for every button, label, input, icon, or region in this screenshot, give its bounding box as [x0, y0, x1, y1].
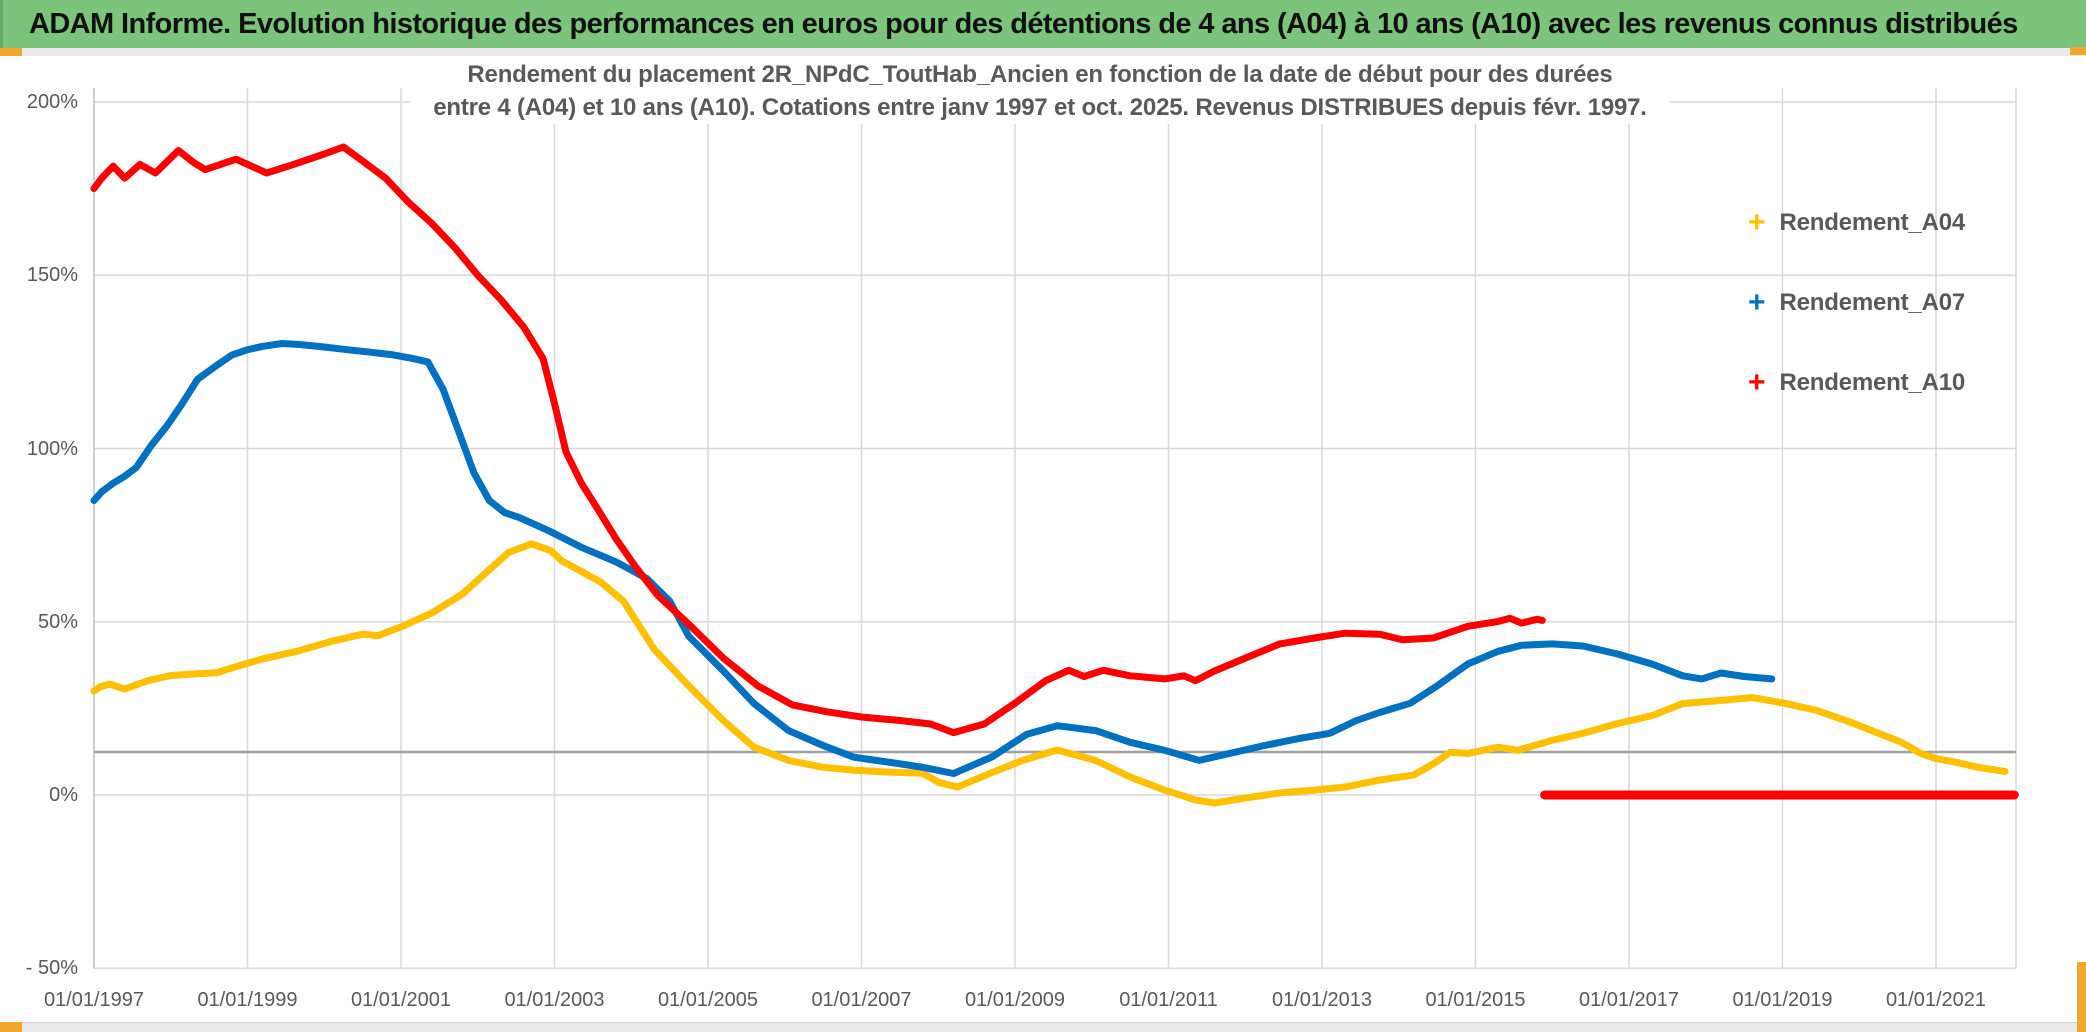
y-axis-tick-label: 0%	[49, 784, 78, 806]
legend-item-Rendement_A10[interactable]: + Rendement_A10	[1748, 366, 1965, 400]
x-axis-tick-label: 01/01/2015	[1425, 989, 1526, 1011]
legend-marker-icon: +	[1748, 206, 1766, 239]
accent-square-top-left	[0, 48, 22, 56]
top-strip	[0, 48, 2086, 56]
x-axis-tick-label: 01/01/2001	[350, 989, 452, 1011]
accent-bar-right	[2077, 962, 2086, 1032]
x-axis-tick-label: 01/01/1997	[43, 989, 145, 1011]
legend-marker-icon: +	[1748, 366, 1766, 399]
legend-item-Rendement_A04[interactable]: + Rendement_A04	[1748, 206, 1965, 240]
chart-title: Rendement du placement 2R_NPdC_ToutHab_A…	[410, 58, 1670, 124]
accent-square-bottom-left	[0, 1022, 22, 1032]
x-axis-tick-label: 01/01/2019	[1732, 989, 1833, 1011]
x-axis-tick-label: 01/01/2011	[1119, 989, 1218, 1011]
x-axis-tick-label: 01/01/1999	[197, 989, 298, 1011]
x-axis-tick-label: 01/01/2005	[657, 989, 759, 1011]
x-axis-tick-label: 01/01/2003	[504, 989, 605, 1011]
x-axis-tick-label: 01/01/2013	[1271, 989, 1373, 1011]
x-axis-tick-label: 01/01/2021	[1885, 989, 1987, 1011]
chart-title-line2: entre 4 (A04) et 10 ans (A10). Cotations…	[433, 94, 1647, 121]
y-axis-tick-label: 50%	[37, 610, 78, 633]
series-line-Rendement_A04	[90, 540, 2009, 807]
legend-item-Rendement_A07[interactable]: + Rendement_A07	[1748, 286, 1965, 320]
legend-marker-icon: +	[1748, 286, 1766, 319]
window-title-bar: ADAM Informe. Evolution historique des p…	[0, 0, 2086, 48]
series-line-Rendement_A07	[90, 340, 1776, 777]
x-axis-tick-label: 01/01/2017	[1578, 989, 1680, 1011]
accent-square-top-right	[2070, 47, 2086, 55]
chart-title-line1: Rendement du placement 2R_NPdC_ToutHab_A…	[467, 61, 1613, 88]
y-axis-tick-label: 150%	[26, 264, 78, 287]
bottom-strip	[0, 1022, 2086, 1032]
legend-label: Rendement_A10	[1779, 369, 1966, 396]
y-axis-tick-label: - 50%	[25, 957, 78, 980]
series-line-Rendement_A10	[90, 143, 1546, 737]
x-axis-tick-label: 01/01/2009	[964, 989, 1066, 1011]
legend-label: Rendement_A07	[1779, 289, 1966, 316]
window-title: ADAM Informe. Evolution historique des p…	[29, 7, 2018, 40]
legend-label: Rendement_A04	[1779, 209, 1966, 236]
x-axis-tick-label: 01/01/2007	[811, 989, 912, 1011]
y-axis-tick-label: 200%	[26, 91, 78, 113]
y-axis-tick-label: 100%	[26, 437, 78, 460]
